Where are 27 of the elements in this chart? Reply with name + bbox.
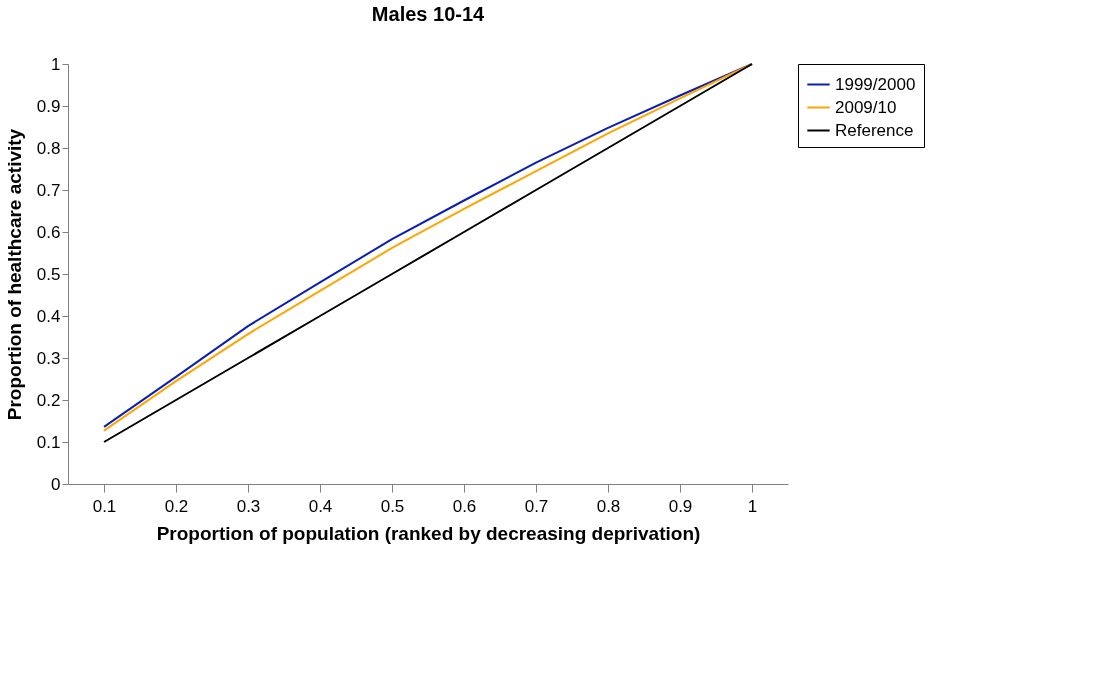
chart-title: Males 10-14 [371,3,486,25]
x-tick-label: 0.8 [596,496,621,516]
y-tick-label: 0.3 [36,348,61,368]
x-tick-label: 0.4 [308,496,333,516]
y-axis-title: Proportion of healthcare activity [3,128,25,421]
y-tick-label: 0.2 [36,390,61,410]
x-tick-label: 0.1 [92,496,117,516]
x-tick-label: 0.7 [524,496,549,516]
x-tick-label: 0.9 [668,496,693,516]
y-tick-label: 0 [51,474,61,494]
x-tick-label: 0.2 [164,496,189,516]
legend-label: Reference [835,120,914,140]
y-tick-label: 0.6 [36,222,61,242]
y-tick-label: 0.8 [36,138,61,158]
x-tick-label: 1 [747,496,758,516]
x-tick-label: 0.6 [452,496,477,516]
x-tick-label: 0.3 [236,496,261,516]
x-axis-title: Proportion of population (ranked by decreasing deprivation) [156,522,701,544]
y-tick-label: 1 [51,54,61,74]
y-tick-label: 0.1 [36,432,61,452]
x-tick-label: 0.5 [380,496,405,516]
y-tick-label: 0.9 [36,96,61,116]
y-tick-label: 0.5 [36,264,61,284]
legend-label: 1999/2000 [835,74,916,94]
legend-label: 2009/10 [835,97,897,117]
y-tick-label: 0.7 [36,180,61,200]
y-tick-label: 0.4 [36,306,61,326]
